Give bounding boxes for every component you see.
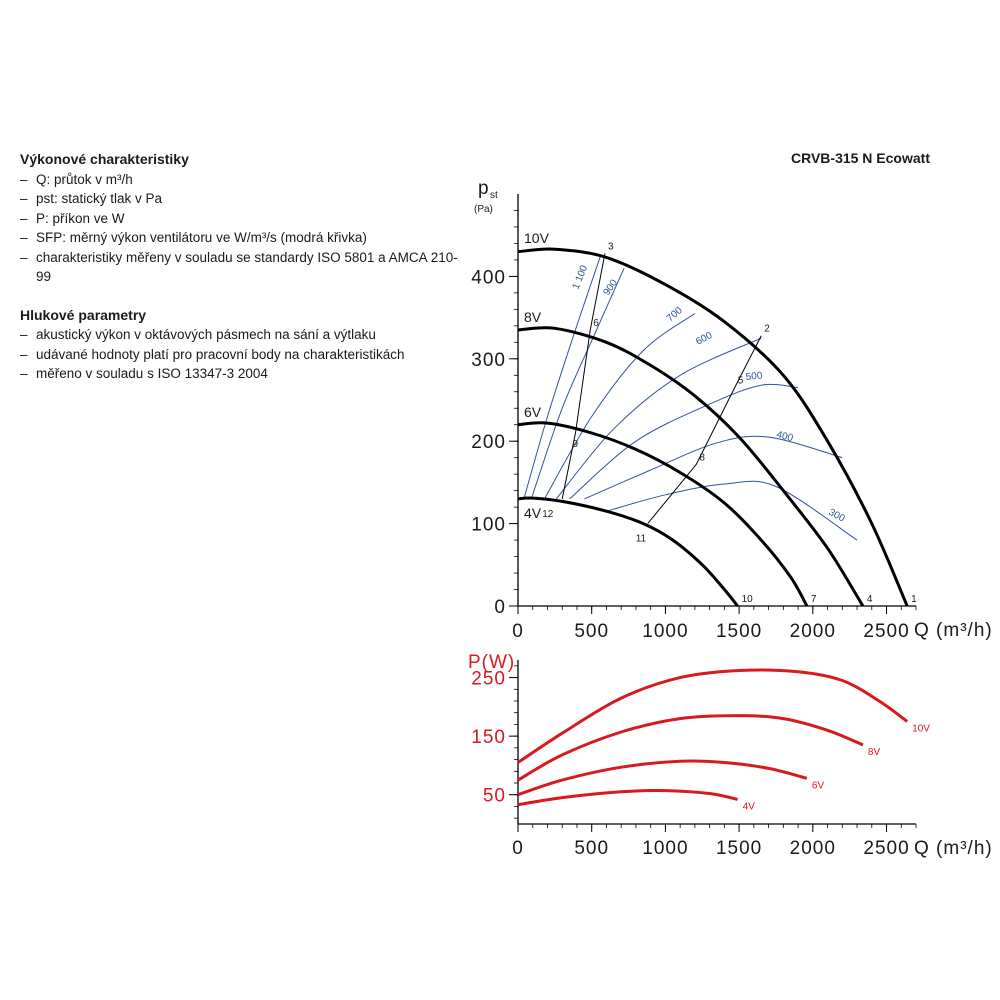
noise-title: Hlukové parametry bbox=[20, 306, 147, 323]
performance-section: Výkonové charakteristiky Q: průtok v m³/… bbox=[20, 150, 460, 287]
performance-item: Q: průtok v m³/h bbox=[20, 170, 460, 190]
x-tick-label: 500 bbox=[574, 838, 609, 859]
operating-point-label: 8 bbox=[699, 452, 705, 463]
x-tick-label: 2500 bbox=[863, 838, 909, 859]
x-tick-label: 1000 bbox=[642, 838, 688, 859]
power-curve-label: 6V bbox=[812, 780, 825, 791]
fan-curve bbox=[517, 421, 809, 607]
x-tick-label: 1500 bbox=[716, 621, 762, 642]
description-panel: Výkonové charakteristiky Q: průtok v m³/… bbox=[20, 150, 460, 403]
sfp-curve-label: 600 bbox=[694, 330, 714, 348]
noise-item: měřeno v souladu s ISO 13347-3 2004 bbox=[20, 364, 460, 384]
y-axis-label-sub: st bbox=[490, 190, 498, 201]
sfp-curve-label: 1 100 bbox=[571, 263, 591, 291]
y-axis-label: P(W) bbox=[468, 652, 515, 673]
x-tick-label: 1500 bbox=[716, 838, 762, 859]
sfp-curve bbox=[544, 313, 696, 500]
fan-curve bbox=[517, 496, 739, 607]
x-tick-label: 0 bbox=[512, 838, 524, 859]
fan-curve-label: 4V bbox=[524, 505, 542, 521]
y-tick-label: 200 bbox=[471, 432, 506, 453]
x-axis-label: Q (m³/h) bbox=[914, 838, 993, 859]
y-tick-label: 50 bbox=[483, 786, 506, 807]
y-tick-label: 300 bbox=[471, 350, 506, 371]
x-tick-label: 2000 bbox=[790, 621, 836, 642]
sfp-curve bbox=[606, 480, 858, 541]
performance-list: Q: průtok v m³/h pst: statický tlak v Pa… bbox=[20, 170, 460, 287]
performance-title: Výkonové charakteristiky bbox=[20, 151, 189, 167]
y-tick-label: 150 bbox=[471, 727, 506, 748]
sfp-curve bbox=[555, 337, 762, 500]
performance-item: P: příkon ve W bbox=[20, 209, 460, 229]
fan-curve-label: 8V bbox=[524, 309, 542, 325]
fan-curve-label: 10V bbox=[524, 230, 550, 246]
y-tick-label: 250 bbox=[471, 669, 506, 690]
system-curve bbox=[561, 253, 606, 499]
sfp-curve bbox=[530, 267, 625, 500]
power-curve-label: 4V bbox=[743, 801, 756, 812]
chart-title: CRVB-315 N Ecowatt bbox=[790, 150, 930, 166]
operating-point-label: 5 bbox=[738, 376, 744, 387]
y-axis-unit: (Pa) bbox=[474, 204, 493, 215]
sfp-curve-label: 400 bbox=[775, 429, 794, 444]
noise-section: Hlukové parametry akustický výkon v oktá… bbox=[20, 306, 460, 384]
noise-list: akustický výkon v oktávových pásmech na … bbox=[20, 325, 460, 384]
system-curve bbox=[647, 335, 762, 524]
sfp-curve-label: 900 bbox=[601, 277, 620, 297]
power-curve bbox=[517, 668, 909, 764]
sfp-curve bbox=[584, 435, 843, 500]
operating-point-label: 7 bbox=[811, 594, 817, 605]
fan-curve bbox=[517, 247, 909, 607]
operating-point-label: 4 bbox=[867, 594, 873, 605]
operating-point-label: 6 bbox=[593, 318, 599, 329]
x-axis-label: Q (m³/h) bbox=[914, 620, 993, 641]
sfp-curve-label: 500 bbox=[745, 371, 763, 383]
sfp-curve bbox=[523, 255, 601, 500]
operating-point-label: 12 bbox=[542, 509, 554, 520]
y-tick-label: 0 bbox=[494, 597, 506, 618]
operating-point-label: 3 bbox=[608, 241, 614, 252]
operating-point-label: 9 bbox=[572, 439, 578, 450]
x-tick-label: 500 bbox=[574, 621, 609, 642]
power-curve bbox=[517, 759, 808, 797]
power-curve-label: 8V bbox=[868, 747, 881, 758]
y-tick-label: 400 bbox=[471, 267, 506, 288]
fan-curve bbox=[517, 326, 865, 607]
noise-item: udávané hodnoty platí pro pracovní body … bbox=[20, 345, 460, 365]
x-tick-label: 2000 bbox=[790, 838, 836, 859]
performance-item: charakteristiky měřeny v souladu se stan… bbox=[20, 248, 460, 287]
power-curve bbox=[517, 788, 738, 807]
x-tick-label: 0 bbox=[512, 621, 524, 642]
power-curve bbox=[517, 714, 864, 782]
power-curve-label: 10V bbox=[912, 724, 930, 735]
performance-item: SFP: měrný výkon ventilátoru ve W/m³/s (… bbox=[20, 228, 460, 248]
x-tick-label: 2500 bbox=[863, 621, 909, 642]
operating-point-label: 11 bbox=[636, 534, 647, 545]
y-tick-label: 100 bbox=[471, 515, 506, 536]
sfp-curve bbox=[569, 383, 799, 500]
operating-point-label: 1 bbox=[911, 594, 917, 605]
y-axis-label: p bbox=[478, 178, 490, 199]
sfp-curve-label: 300 bbox=[827, 507, 847, 525]
fan-curve-label: 6V bbox=[524, 404, 542, 420]
noise-item: akustický výkon v oktávových pásmech na … bbox=[20, 325, 460, 345]
performance-item: pst: statický tlak v Pa bbox=[20, 189, 460, 209]
x-tick-label: 1000 bbox=[642, 621, 688, 642]
operating-point-label: 10 bbox=[742, 594, 754, 605]
operating-point-label: 2 bbox=[764, 324, 770, 335]
